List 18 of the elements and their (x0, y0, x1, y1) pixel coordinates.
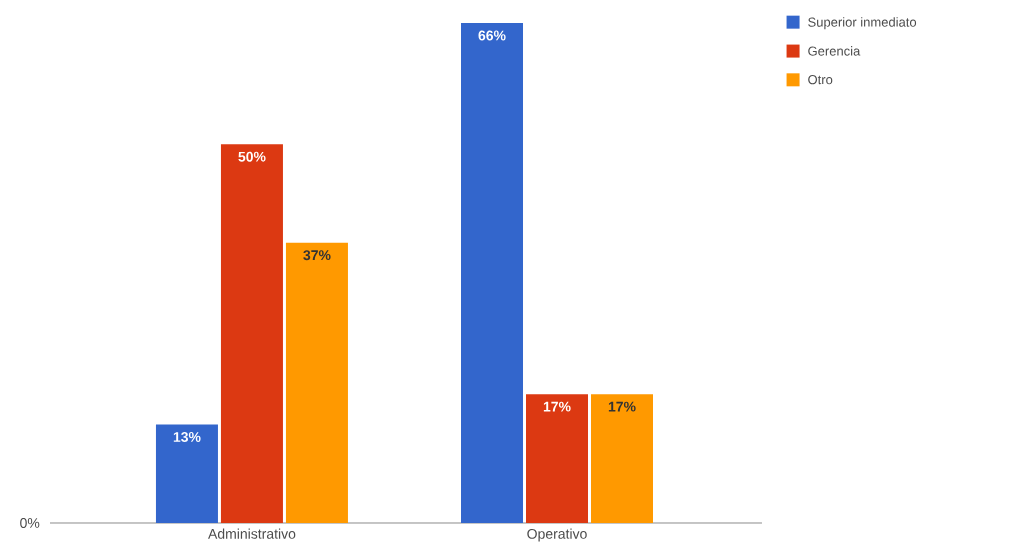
legend-label: Otro (808, 75, 833, 85)
bar (461, 23, 524, 523)
legend-label: Gerencia (808, 46, 861, 56)
data-label: 17% (608, 401, 636, 412)
bar (591, 394, 653, 523)
data-label: 37% (303, 250, 331, 261)
bar (220, 144, 283, 523)
bar (155, 424, 218, 523)
text: 0% (20, 518, 40, 528)
legend-label: Superior inmediato (808, 17, 917, 30)
data-label: 66% (478, 30, 506, 41)
data-label: 17% (543, 401, 571, 412)
bar (526, 394, 588, 523)
data-label: 13% (173, 432, 201, 442)
x-tick-label: Operativo (527, 528, 587, 542)
bar (285, 242, 348, 523)
x-tick-label: Administrativo (208, 528, 296, 539)
data-label: 50% (238, 151, 266, 162)
